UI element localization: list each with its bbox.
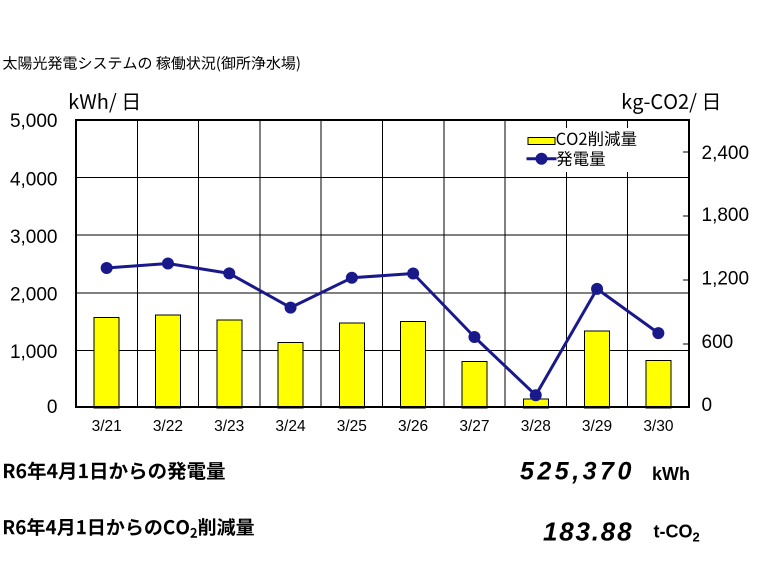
svg-text:3/27: 3/27 <box>459 418 489 435</box>
svg-text:1,200: 1,200 <box>702 269 750 290</box>
svg-text:3/25: 3/25 <box>337 418 367 435</box>
svg-text:kWh: kWh <box>652 464 690 484</box>
svg-text:3/29: 3/29 <box>582 418 612 435</box>
svg-text:t-CO2: t-CO2 <box>654 522 700 545</box>
svg-text:0: 0 <box>702 395 713 416</box>
svg-text:4,000: 4,000 <box>10 169 58 190</box>
svg-text:525,370: 525,370 <box>520 458 635 486</box>
svg-text:183.88: 183.88 <box>543 517 633 547</box>
svg-text:3,000: 3,000 <box>10 227 58 248</box>
svg-text:3/26: 3/26 <box>398 418 428 435</box>
svg-text:3/22: 3/22 <box>153 418 183 435</box>
svg-text:0: 0 <box>47 397 58 418</box>
svg-text:5,000: 5,000 <box>10 111 58 132</box>
svg-text:3/23: 3/23 <box>214 418 244 435</box>
svg-text:3/30: 3/30 <box>643 418 674 435</box>
svg-text:1,000: 1,000 <box>10 342 58 363</box>
svg-text:2,000: 2,000 <box>10 285 58 306</box>
svg-text:3/28: 3/28 <box>521 418 551 435</box>
svg-text:2,400: 2,400 <box>702 143 750 164</box>
svg-text:3/21: 3/21 <box>92 418 122 435</box>
svg-text:600: 600 <box>702 332 734 353</box>
svg-text:1,800: 1,800 <box>702 205 750 226</box>
svg-text:3/24: 3/24 <box>275 418 306 435</box>
